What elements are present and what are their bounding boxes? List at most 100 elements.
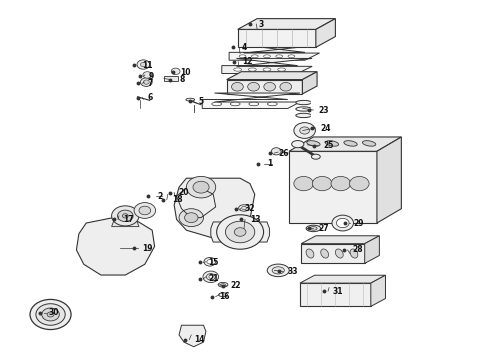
Text: 30: 30 <box>49 308 59 317</box>
Ellipse shape <box>306 249 314 258</box>
Ellipse shape <box>350 249 358 258</box>
Ellipse shape <box>296 107 312 111</box>
Ellipse shape <box>288 55 295 58</box>
Text: 32: 32 <box>244 204 254 213</box>
Ellipse shape <box>249 102 259 106</box>
Text: 3: 3 <box>259 19 264 28</box>
Ellipse shape <box>239 55 246 58</box>
Circle shape <box>141 62 147 67</box>
Ellipse shape <box>325 141 339 146</box>
Circle shape <box>264 82 275 91</box>
Polygon shape <box>371 275 386 306</box>
Circle shape <box>171 68 180 75</box>
Polygon shape <box>179 325 206 347</box>
Text: 7: 7 <box>147 79 153 88</box>
Circle shape <box>209 275 213 278</box>
Ellipse shape <box>186 98 195 101</box>
Text: 10: 10 <box>180 68 191 77</box>
Polygon shape <box>238 30 316 47</box>
Text: 6: 6 <box>147 93 152 102</box>
Ellipse shape <box>276 55 283 58</box>
Circle shape <box>336 219 349 228</box>
Text: 19: 19 <box>143 244 153 253</box>
Circle shape <box>144 80 149 84</box>
Circle shape <box>137 60 150 69</box>
Ellipse shape <box>363 141 376 146</box>
Circle shape <box>280 82 292 91</box>
Polygon shape <box>229 45 319 60</box>
Ellipse shape <box>251 55 258 58</box>
Text: 1: 1 <box>267 159 272 168</box>
Polygon shape <box>300 283 371 306</box>
Circle shape <box>206 274 215 280</box>
Circle shape <box>143 72 152 78</box>
Text: 33: 33 <box>288 267 298 276</box>
Text: 26: 26 <box>278 149 289 158</box>
Ellipse shape <box>230 102 240 106</box>
Ellipse shape <box>310 226 317 230</box>
Polygon shape <box>227 80 302 94</box>
Circle shape <box>294 123 316 138</box>
Polygon shape <box>76 218 155 275</box>
Text: 24: 24 <box>321 123 331 132</box>
Text: 15: 15 <box>208 258 219 267</box>
Ellipse shape <box>335 249 343 258</box>
Circle shape <box>234 228 246 236</box>
Ellipse shape <box>292 140 304 148</box>
Circle shape <box>313 176 332 191</box>
Circle shape <box>139 206 151 215</box>
Ellipse shape <box>242 206 246 210</box>
Ellipse shape <box>212 102 221 106</box>
Text: 16: 16 <box>220 292 230 301</box>
Circle shape <box>203 271 219 283</box>
Ellipse shape <box>306 225 321 231</box>
Circle shape <box>204 257 216 266</box>
Circle shape <box>179 209 203 226</box>
Ellipse shape <box>267 264 289 276</box>
Polygon shape <box>238 19 335 30</box>
Circle shape <box>294 176 314 191</box>
Text: 5: 5 <box>198 96 204 105</box>
Ellipse shape <box>321 249 329 258</box>
Ellipse shape <box>312 154 320 159</box>
Text: 28: 28 <box>352 246 363 255</box>
Text: 8: 8 <box>179 75 184 84</box>
Polygon shape <box>365 236 379 264</box>
Polygon shape <box>174 178 255 237</box>
Ellipse shape <box>307 141 320 146</box>
Ellipse shape <box>248 68 256 71</box>
Ellipse shape <box>272 267 284 274</box>
Text: 22: 22 <box>230 281 241 290</box>
Circle shape <box>122 214 128 218</box>
Text: 12: 12 <box>243 57 253 66</box>
Circle shape <box>47 312 54 317</box>
Circle shape <box>271 148 281 155</box>
Ellipse shape <box>234 68 242 71</box>
Polygon shape <box>302 72 317 94</box>
Polygon shape <box>377 137 401 223</box>
Circle shape <box>112 206 139 226</box>
Polygon shape <box>289 151 377 223</box>
Ellipse shape <box>296 113 312 118</box>
Polygon shape <box>316 19 335 47</box>
Circle shape <box>331 176 350 191</box>
Ellipse shape <box>220 284 225 286</box>
Text: 14: 14 <box>194 335 204 344</box>
Text: 29: 29 <box>353 219 364 228</box>
Text: 18: 18 <box>172 195 182 204</box>
Polygon shape <box>301 244 365 264</box>
Text: 17: 17 <box>123 215 133 224</box>
Circle shape <box>225 221 255 243</box>
Ellipse shape <box>344 141 357 146</box>
Ellipse shape <box>218 282 228 287</box>
Circle shape <box>30 300 71 329</box>
Ellipse shape <box>268 102 277 106</box>
Polygon shape <box>300 275 386 283</box>
Text: 25: 25 <box>323 141 334 150</box>
Circle shape <box>141 78 152 86</box>
Polygon shape <box>211 222 270 242</box>
Text: 4: 4 <box>242 43 247 52</box>
Ellipse shape <box>264 55 270 58</box>
Ellipse shape <box>263 68 271 71</box>
Circle shape <box>207 260 213 264</box>
